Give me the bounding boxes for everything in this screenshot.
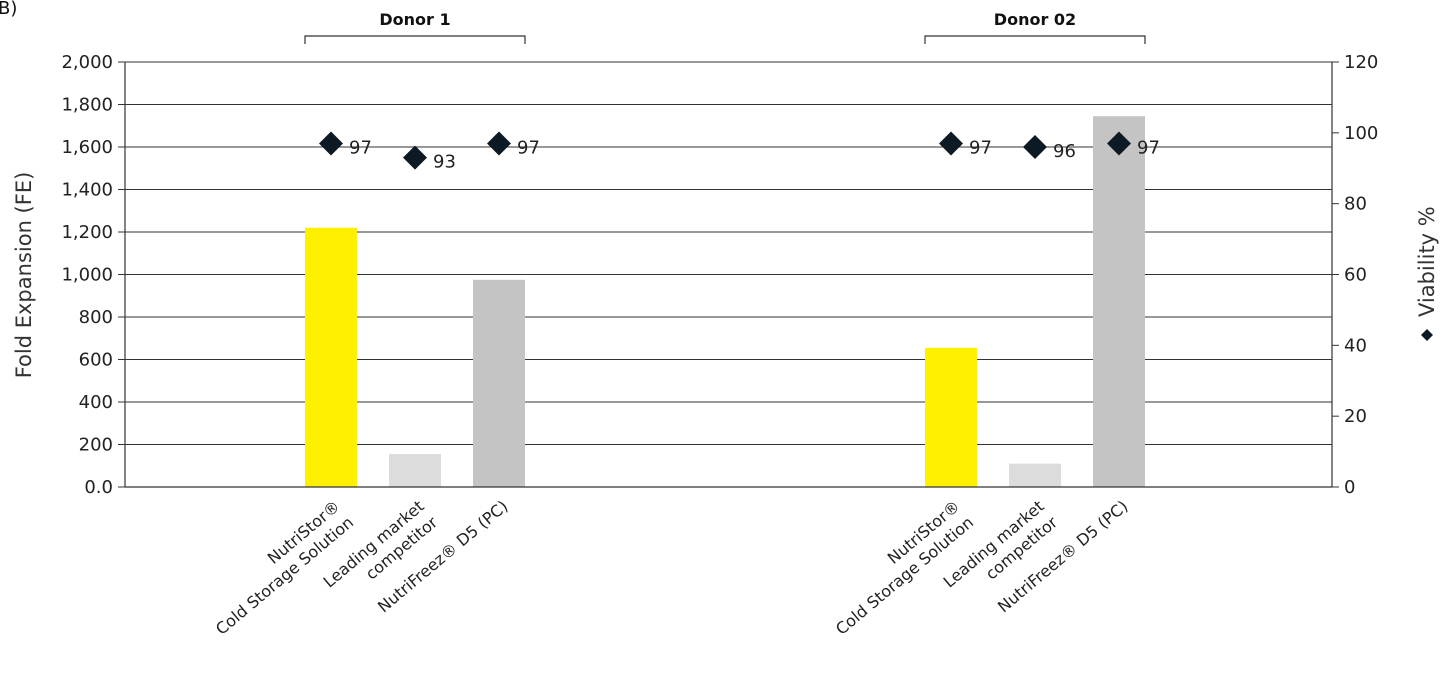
viability-data-label: 97	[1137, 137, 1160, 158]
y-left-tick-label: 600	[79, 350, 113, 371]
viability-marker	[939, 131, 963, 156]
y-right-tick-label: 120	[1344, 52, 1378, 73]
y-left-tick-label: 1,600	[61, 137, 113, 158]
diamond-legend-icon	[1421, 329, 1433, 341]
y-left-tick-label: 400	[79, 392, 113, 413]
y-right-tick-label: 40	[1344, 335, 1367, 356]
viability-marker	[487, 131, 511, 156]
y-left-tick-label: 2,000	[61, 52, 113, 73]
bar	[1009, 463, 1061, 487]
y-axis-right-title: Viability %	[1415, 206, 1439, 341]
y-left-tick-label: 1,200	[61, 222, 113, 243]
y-right-tick-label: 100	[1344, 123, 1378, 144]
y-right-tick-label: 60	[1344, 265, 1367, 286]
y-left-tick-label: 1,400	[61, 180, 113, 201]
y-left-tick-label: 200	[79, 435, 113, 456]
viability-data-label: 96	[1053, 141, 1076, 162]
bar	[1093, 116, 1145, 487]
group-title: Donor 1	[379, 10, 450, 29]
y-axis-left-title: Fold Expansion (FE)	[12, 172, 36, 379]
viability-markers	[319, 131, 1131, 170]
panel-label: B)	[0, 0, 17, 19]
bar	[389, 454, 441, 487]
y-right-tick-label: 0	[1344, 477, 1355, 498]
group-bracket	[304, 35, 526, 44]
bar	[925, 347, 977, 487]
y-left-tick-label: 1,800	[61, 95, 113, 116]
viability-data-label: 97	[969, 137, 992, 158]
y-left-tick-label: 0.0	[84, 477, 113, 498]
axes	[118, 35, 1339, 488]
group-bracket	[924, 35, 1146, 44]
y-right-tick-label: 20	[1344, 406, 1367, 427]
viability-data-label: 97	[349, 137, 372, 158]
bar	[473, 279, 525, 487]
y-axis-right-title-text: Viability %	[1415, 206, 1439, 317]
viability-data-label: 93	[433, 152, 456, 173]
viability-marker	[319, 131, 343, 156]
group-title: Donor 02	[994, 10, 1076, 29]
bars	[305, 116, 1145, 487]
bar	[305, 227, 357, 487]
viability-data-label: 97	[517, 137, 540, 158]
y-left-tick-label: 1,000	[61, 265, 113, 286]
viability-marker	[1107, 131, 1131, 156]
y-right-tick-label: 80	[1344, 194, 1367, 215]
viability-marker	[403, 145, 427, 170]
viability-marker	[1023, 135, 1047, 159]
y-left-tick-label: 800	[79, 307, 113, 328]
